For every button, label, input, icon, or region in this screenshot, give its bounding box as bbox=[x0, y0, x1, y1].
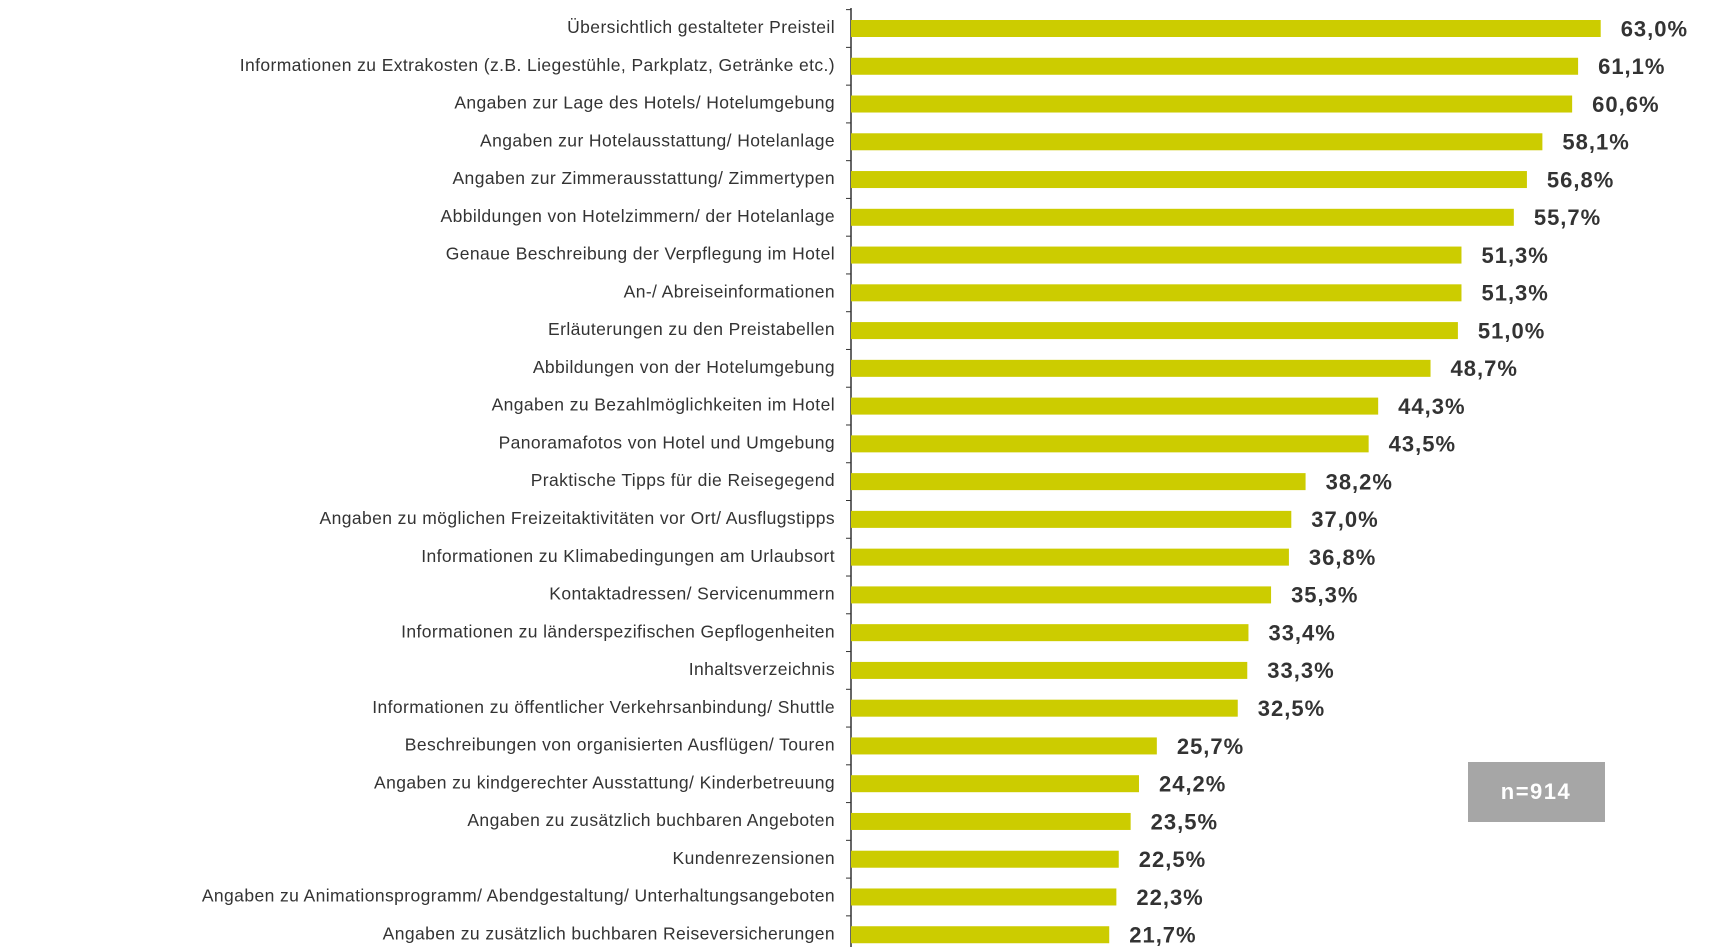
category-label: Übersichtlich gestalteter Preisteil bbox=[567, 17, 835, 37]
bar bbox=[851, 284, 1462, 302]
bar bbox=[851, 510, 1292, 528]
category-label: Erläuterungen zu den Preistabellen bbox=[548, 319, 835, 339]
value-label: 22,3% bbox=[1136, 885, 1203, 910]
category-label: Angaben zur Zimmerausstattung/ Zimmertyp… bbox=[452, 168, 835, 188]
category-label: Genaue Beschreibung der Verpflegung im H… bbox=[446, 244, 835, 264]
value-label: 51,0% bbox=[1478, 318, 1545, 343]
sample-box bbox=[1468, 762, 1605, 822]
bar bbox=[851, 397, 1379, 415]
value-label: 33,3% bbox=[1267, 658, 1334, 683]
value-label: 21,7% bbox=[1129, 923, 1196, 947]
bar bbox=[851, 624, 1249, 642]
value-label: 56,8% bbox=[1547, 167, 1614, 192]
category-label: Angaben zu Animationsprogramm/ Abendgest… bbox=[202, 886, 835, 906]
category-label: Inhaltsverzeichnis bbox=[689, 659, 835, 679]
category-label: Kundenrezensionen bbox=[673, 848, 835, 868]
category-label: Informationen zu öffentlicher Verkehrsan… bbox=[372, 697, 835, 717]
bar bbox=[851, 737, 1157, 755]
category-label: Angaben zu zusätzlich buchbaren Angebote… bbox=[467, 810, 835, 830]
value-label: 36,8% bbox=[1309, 545, 1376, 570]
category-label: Informationen zu Klimabedingungen am Url… bbox=[421, 546, 835, 566]
bar bbox=[851, 699, 1238, 717]
value-label: 60,6% bbox=[1592, 92, 1659, 117]
bar bbox=[851, 20, 1601, 37]
bar bbox=[851, 435, 1369, 453]
value-label: 63,0% bbox=[1621, 16, 1688, 41]
value-label: 55,7% bbox=[1534, 205, 1601, 230]
sample-size: n=914 bbox=[1501, 779, 1572, 804]
bar bbox=[851, 888, 1117, 906]
bar bbox=[851, 850, 1119, 868]
category-label: Angaben zu zusätzlich buchbaren Reisever… bbox=[383, 923, 835, 943]
bar bbox=[851, 359, 1431, 377]
category-label: Abbildungen von Hotelzimmern/ der Hotela… bbox=[441, 206, 835, 226]
value-label: 51,3% bbox=[1481, 243, 1548, 268]
category-label: Angaben zu Bezahlmöglichkeiten im Hotel bbox=[492, 395, 835, 415]
value-label: 25,7% bbox=[1177, 734, 1244, 759]
value-label: 58,1% bbox=[1562, 130, 1629, 155]
value-label: 33,4% bbox=[1268, 620, 1335, 645]
value-label: 35,3% bbox=[1291, 583, 1358, 608]
bar bbox=[851, 586, 1272, 604]
value-label: 48,7% bbox=[1451, 356, 1518, 381]
value-label: 22,5% bbox=[1139, 847, 1206, 872]
bar bbox=[851, 812, 1131, 830]
category-label: Angaben zu kindgerechter Ausstattung/ Ki… bbox=[374, 772, 835, 792]
bar bbox=[851, 926, 1110, 944]
category-label: Angaben zur Hotelausstattung/ Hotelanlag… bbox=[480, 130, 835, 150]
category-label: Beschreibungen von organisierten Ausflüg… bbox=[405, 735, 835, 755]
bar bbox=[851, 208, 1514, 226]
bar bbox=[851, 133, 1543, 151]
category-label: Angaben zu möglichen Freizeitaktivitäten… bbox=[320, 508, 835, 528]
value-label: 51,3% bbox=[1481, 281, 1548, 306]
value-label: 44,3% bbox=[1398, 394, 1465, 419]
category-label: Kontaktadressen/ Servicenummern bbox=[549, 584, 835, 604]
bar bbox=[851, 775, 1139, 793]
bar bbox=[851, 95, 1573, 113]
value-label: 23,5% bbox=[1151, 809, 1218, 834]
category-label: An-/ Abreiseinformationen bbox=[624, 281, 835, 301]
value-label: 24,2% bbox=[1159, 772, 1226, 797]
category-label: Abbildungen von der Hotelumgebung bbox=[533, 357, 835, 377]
category-label: Informationen zu Extrakosten (z.B. Liege… bbox=[240, 55, 835, 75]
category-label: Informationen zu länderspezifischen Gepf… bbox=[401, 621, 835, 641]
bar bbox=[851, 473, 1306, 491]
bar bbox=[851, 246, 1462, 264]
value-label: 32,5% bbox=[1258, 696, 1325, 721]
bar bbox=[851, 548, 1289, 566]
bar bbox=[851, 322, 1458, 340]
bar bbox=[851, 171, 1527, 189]
value-label: 38,2% bbox=[1326, 469, 1393, 494]
bar bbox=[851, 661, 1248, 679]
bar bbox=[851, 57, 1579, 75]
category-label: Angaben zur Lage des Hotels/ Hotelumgebu… bbox=[454, 93, 835, 113]
category-label: Panoramafotos von Hotel und Umgebung bbox=[499, 432, 835, 452]
value-label: 37,0% bbox=[1311, 507, 1378, 532]
value-label: 43,5% bbox=[1389, 432, 1456, 457]
category-label: Praktische Tipps für die Reisegegend bbox=[531, 470, 835, 490]
value-label: 61,1% bbox=[1598, 54, 1665, 79]
